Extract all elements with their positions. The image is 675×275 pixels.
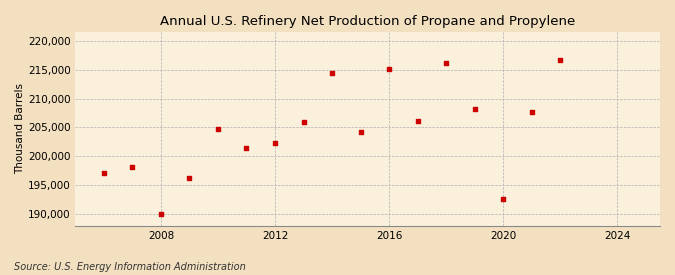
Point <box>184 176 195 181</box>
Point <box>298 119 309 124</box>
Point <box>99 170 109 175</box>
Point <box>355 130 366 134</box>
Point <box>526 110 537 115</box>
Point <box>127 165 138 169</box>
Point <box>555 57 566 62</box>
Point <box>269 141 280 145</box>
Y-axis label: Thousand Barrels: Thousand Barrels <box>15 83 25 174</box>
Point <box>441 60 452 65</box>
Point <box>383 67 394 71</box>
Text: Source: U.S. Energy Information Administration: Source: U.S. Energy Information Administ… <box>14 262 245 272</box>
Point <box>213 127 223 131</box>
Point <box>155 211 166 216</box>
Point <box>327 71 338 75</box>
Title: Annual U.S. Refinery Net Production of Propane and Propylene: Annual U.S. Refinery Net Production of P… <box>160 15 575 28</box>
Point <box>469 107 480 111</box>
Point <box>412 119 423 123</box>
Point <box>497 196 508 201</box>
Point <box>241 146 252 150</box>
